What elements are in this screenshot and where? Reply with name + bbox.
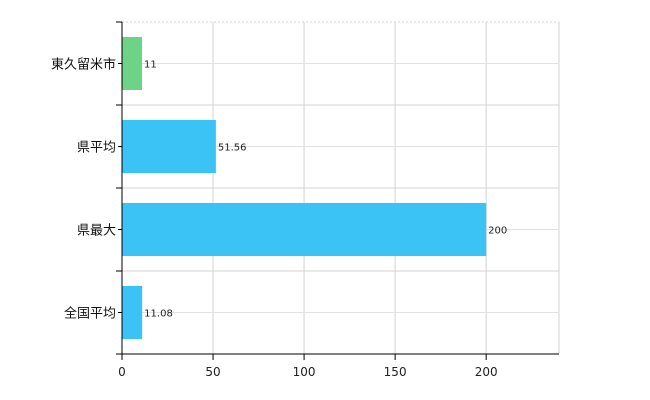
- data-label: 51.56: [218, 143, 247, 154]
- bar: [122, 37, 143, 90]
- category-label: 県最大: [77, 224, 116, 239]
- category-label: 県平均: [77, 141, 116, 156]
- axes: [116, 21, 559, 360]
- bar: [122, 120, 216, 173]
- bars: [122, 37, 487, 339]
- x-tick-label: 50: [205, 365, 220, 379]
- category-label: 全国平均: [64, 306, 116, 322]
- x-tick-label: 0: [118, 365, 126, 379]
- x-tick-label: 150: [384, 365, 407, 379]
- data-label: 200: [488, 226, 507, 237]
- category-label: 東久留米市: [51, 57, 116, 73]
- grid-lines: [122, 21, 560, 355]
- bar: [122, 203, 487, 256]
- x-tick-label: 100: [293, 365, 316, 379]
- x-tick-label: 200: [475, 365, 498, 379]
- bar: [122, 286, 143, 339]
- data-label: 11: [144, 60, 157, 71]
- data-label: 11.08: [144, 309, 173, 320]
